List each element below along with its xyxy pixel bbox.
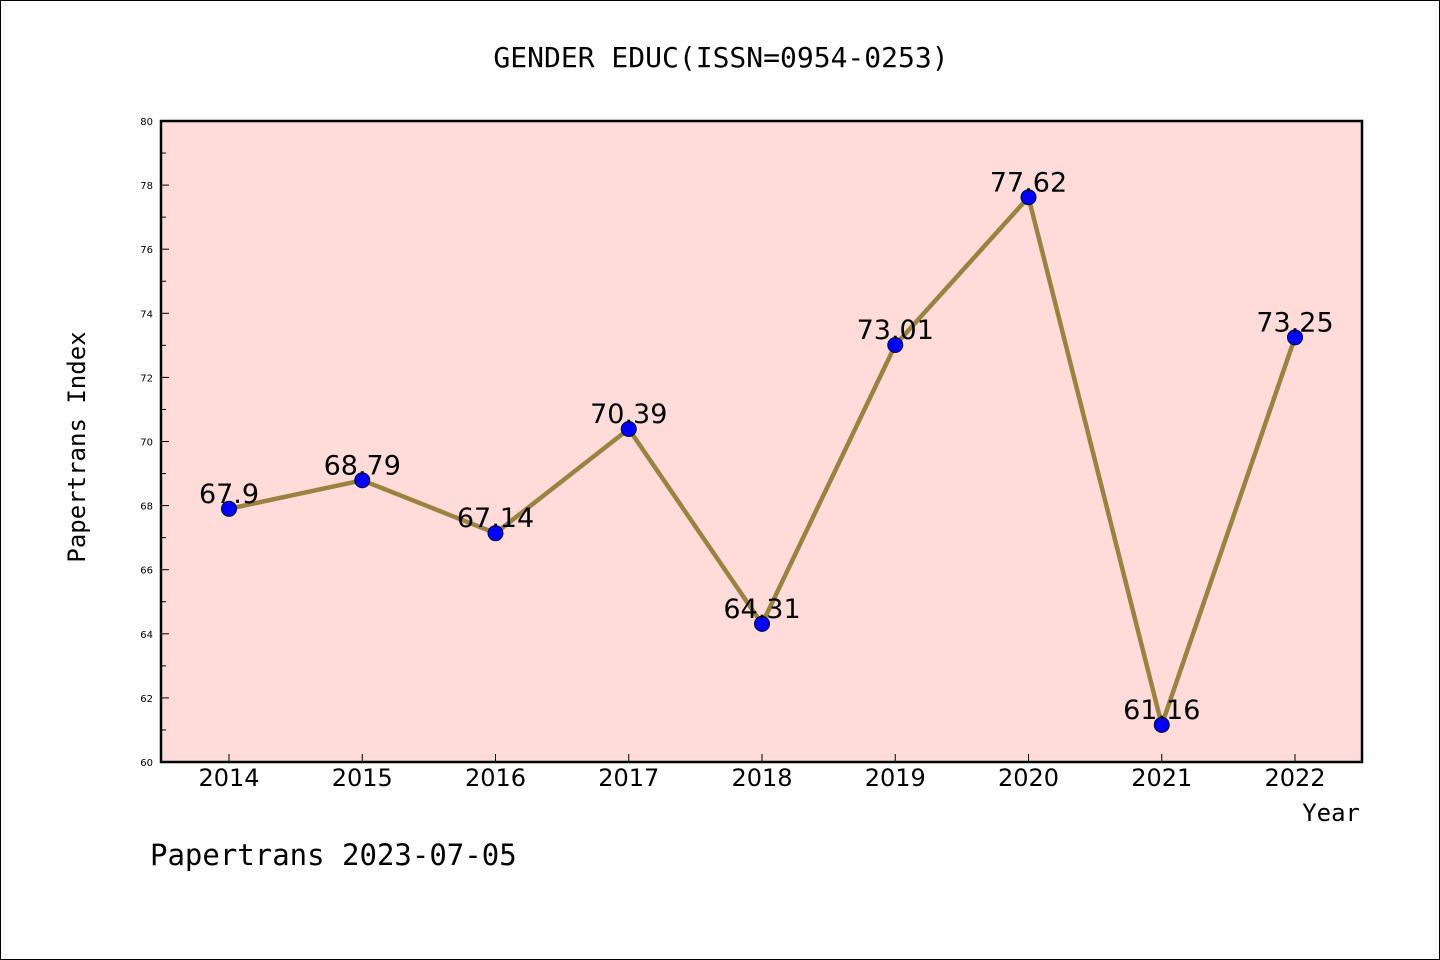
data-point xyxy=(754,615,770,632)
data-point xyxy=(487,525,504,542)
y-tick-label: 70 xyxy=(140,438,153,449)
y-tick-label: 74 xyxy=(140,309,153,320)
y-tick-label: 60 xyxy=(140,758,153,769)
y-tick-label: 66 xyxy=(140,566,153,577)
data-point xyxy=(620,421,637,438)
x-tick-label: 2022 xyxy=(1264,764,1325,792)
data-label: 64.31 xyxy=(723,594,800,625)
x-axis: 2014 2015 2016 2017 2018 2019 2020 2021 2022 xyxy=(198,754,1326,792)
y-tick-label: 72 xyxy=(140,373,153,384)
x-tick-label: 2016 xyxy=(465,764,526,792)
y-tick-label: 80 xyxy=(140,117,153,128)
x-tick-label: 2014 xyxy=(198,764,259,792)
chart-title: GENDER EDUC(ISSN=0954-0253) xyxy=(493,41,948,74)
data-label: 77.62 xyxy=(990,167,1067,198)
data-point xyxy=(887,337,904,354)
y-axis: 60 62 64 66 68 70 72 74 76 78 80 xyxy=(140,117,169,769)
data-label: 68.79 xyxy=(324,450,401,481)
y-axis-label: Papertrans Index xyxy=(63,331,91,562)
data-series xyxy=(221,189,1303,733)
x-tick-label: 2021 xyxy=(1131,764,1192,792)
data-label: 73.01 xyxy=(857,315,934,346)
data-point xyxy=(1020,189,1037,206)
y-tick-label: 62 xyxy=(140,694,153,705)
data-label: 67.14 xyxy=(457,503,534,534)
x-tick-label: 2015 xyxy=(332,764,393,792)
data-point xyxy=(1287,329,1303,346)
data-label: 61.16 xyxy=(1123,695,1200,726)
x-tick-label: 2017 xyxy=(598,764,659,792)
data-point xyxy=(1153,716,1170,733)
y-tick-label: 76 xyxy=(140,245,153,256)
x-tick-label: 2018 xyxy=(731,764,792,792)
plot-frame xyxy=(159,119,1364,764)
y-tick-label: 68 xyxy=(140,502,153,513)
x-tick-label: 2019 xyxy=(865,764,926,792)
data-label: 67.9 xyxy=(199,479,259,510)
data-label: 70.39 xyxy=(590,399,667,430)
data-labels: 67.9 68.79 67.14 70.39 64.31 73.01 77.62 61.16 7… xyxy=(199,167,1334,726)
x-tick-label: 2020 xyxy=(998,764,1059,792)
data-label: 73.25 xyxy=(1256,307,1333,338)
footer-credit: Papertrans 2023-07-05 xyxy=(150,838,517,872)
y-tick-label: 64 xyxy=(140,630,153,641)
y-tick-label: 78 xyxy=(140,181,153,192)
data-point xyxy=(221,500,237,517)
plot-area xyxy=(161,121,1362,762)
data-point xyxy=(354,472,371,489)
x-axis-label: Year xyxy=(1302,799,1360,827)
